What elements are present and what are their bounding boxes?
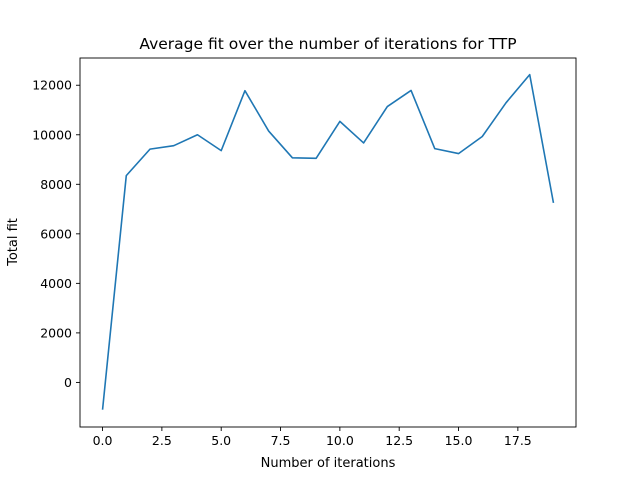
x-tick-label: 0.0 — [93, 433, 113, 448]
y-tick-label: 2000 — [40, 325, 72, 340]
y-tick-label: 0 — [64, 375, 72, 390]
x-tick-label: 2.5 — [152, 433, 172, 448]
y-tick-label: 8000 — [40, 177, 72, 192]
plot-area: 0.0 2.5 5.0 7.5 10.0 12.5 15.0 17.5 0 2000 4000 600… — [32, 57, 577, 448]
y-axis-label: Total fit — [6, 218, 21, 267]
plot-frame — [79, 57, 577, 428]
x-tick-label: 5.0 — [211, 433, 231, 448]
x-tick-label: 15.0 — [445, 433, 473, 448]
y-tick-label: 6000 — [40, 226, 72, 241]
y-tick-label: 10000 — [32, 127, 72, 142]
x-tick-label: 12.5 — [385, 433, 413, 448]
x-axis-label: Number of iterations — [261, 456, 396, 471]
chart-title: Average fit over the number of iteration… — [139, 35, 516, 53]
x-tick-label: 17.5 — [504, 433, 532, 448]
x-tick-label: 10.0 — [326, 433, 354, 448]
y-tick-label: 12000 — [32, 78, 72, 93]
series-line-0 — [101, 73, 555, 410]
x-tick-label: 7.5 — [271, 433, 291, 448]
y-tick-label: 4000 — [40, 276, 72, 291]
